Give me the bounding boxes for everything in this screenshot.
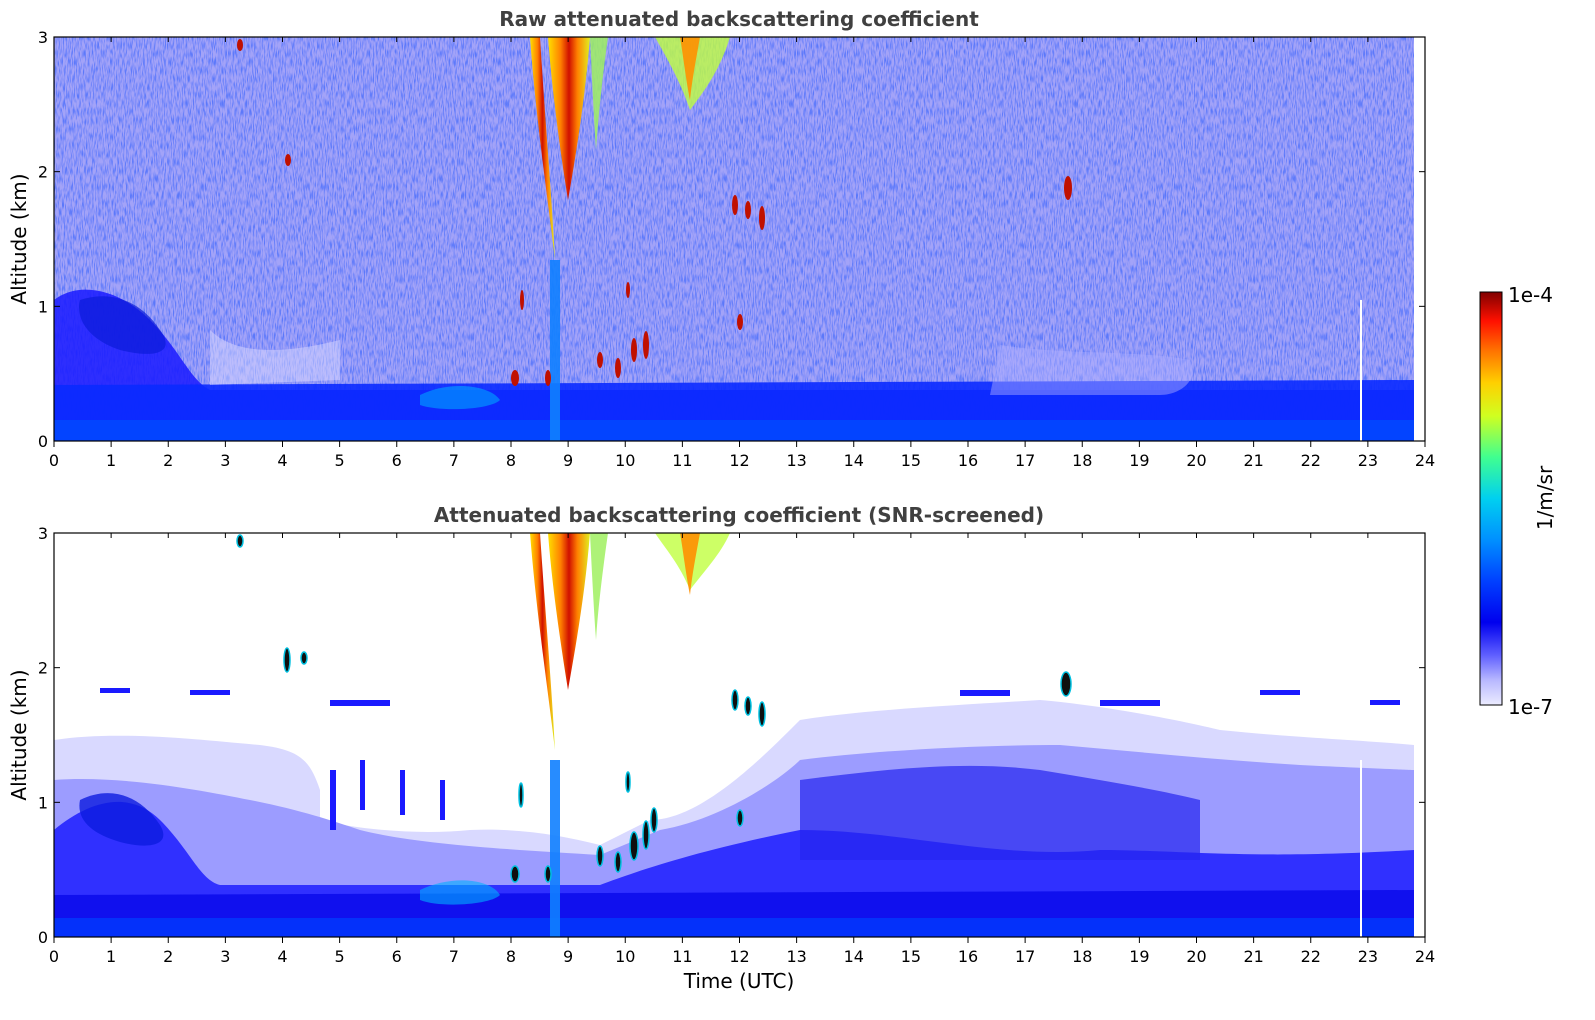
x-tick-label: 24	[1415, 947, 1435, 966]
x-tick-label: 17	[1015, 451, 1035, 470]
x-axis-label: Time (UTC)	[683, 969, 795, 993]
colorbar-unit-label: 1/m/sr	[1533, 465, 1557, 530]
x-tick-label: 16	[958, 451, 978, 470]
colorbar-gradient	[1479, 291, 1503, 706]
x-tick-label: 19	[1129, 947, 1149, 966]
x-tick-label: 6	[392, 451, 402, 470]
y-axis: 0 1 2 3	[38, 28, 1425, 451]
x-tick-label: 4	[277, 947, 287, 966]
x-tick-label: 5	[335, 947, 345, 966]
y-axis: 0 1 2 3	[38, 524, 1425, 947]
y-tick-label: 2	[38, 659, 48, 678]
x-tick-label: 0	[49, 947, 59, 966]
x-tick-label: 21	[1243, 947, 1263, 966]
x-tick-label: 21	[1243, 451, 1263, 470]
x-tick-label: 17	[1015, 947, 1035, 966]
x-tick-label: 20	[1186, 451, 1206, 470]
colorbar-max-label: 1e-4	[1508, 283, 1553, 307]
panel-raw: Raw attenuated backscattering coefficien…	[7, 7, 1435, 470]
x-tick-label: 2	[163, 947, 173, 966]
x-tick-label: 12	[729, 947, 749, 966]
x-tick-label: 24	[1415, 451, 1435, 470]
x-tick-label: 22	[1301, 451, 1321, 470]
x-tick-label: 23	[1358, 451, 1378, 470]
x-tick-label: 19	[1129, 451, 1149, 470]
x-tick-label: 6	[392, 947, 402, 966]
x-tick-label: 1	[106, 451, 116, 470]
x-tick-label: 7	[449, 947, 459, 966]
x-tick-label: 2	[163, 451, 173, 470]
x-tick-label: 11	[672, 947, 692, 966]
panel-title: Attenuated backscattering coefficient (S…	[434, 503, 1044, 527]
colorbar-min-label: 1e-7	[1508, 695, 1553, 719]
x-tick-label: 22	[1301, 947, 1321, 966]
x-tick-label: 0	[49, 451, 59, 470]
x-tick-label: 10	[615, 947, 635, 966]
x-tick-label: 8	[506, 451, 516, 470]
x-tick-label: 16	[958, 947, 978, 966]
panel-screened: Attenuated backscattering coefficient (S…	[7, 503, 1435, 993]
x-tick-label: 9	[563, 451, 573, 470]
x-tick-label: 9	[563, 947, 573, 966]
x-tick-label: 3	[220, 451, 230, 470]
y-tick-label: 0	[38, 432, 48, 451]
x-tick-label: 14	[844, 947, 864, 966]
y-tick-label: 1	[38, 793, 48, 812]
x-tick-label: 15	[901, 451, 921, 470]
x-tick-label: 13	[786, 451, 806, 470]
y-tick-label: 3	[38, 524, 48, 543]
x-axis: 0 1 2 3 4 5 6 7 8 9 10 11 12 13 14 15 16 17 18 19 20 21 22 23 24	[49, 37, 1435, 470]
x-tick-label: 20	[1186, 947, 1206, 966]
heatmap-screened	[54, 533, 1425, 937]
x-tick-label: 3	[220, 947, 230, 966]
heatmap-raw	[54, 37, 1425, 441]
colorbar: 1e-4 1e-7 1/m/sr	[1479, 283, 1557, 719]
panel-title: Raw attenuated backscattering coefficien…	[499, 7, 979, 31]
x-tick-label: 12	[729, 451, 749, 470]
x-tick-label: 13	[786, 947, 806, 966]
x-tick-label: 4	[277, 451, 287, 470]
x-tick-label: 5	[335, 451, 345, 470]
x-tick-label: 10	[615, 451, 635, 470]
y-tick-label: 0	[38, 928, 48, 947]
x-axis: 0 1 2 3 4 5 6 7 8 9 10 11 12 13 14 15 16 17 18 19 20 21 22 23 24	[49, 533, 1435, 966]
x-tick-label: 23	[1358, 947, 1378, 966]
x-tick-label: 15	[901, 947, 921, 966]
x-tick-label: 8	[506, 947, 516, 966]
y-tick-label: 2	[38, 163, 48, 182]
y-axis-label: Altitude (km)	[7, 173, 31, 304]
y-tick-label: 1	[38, 297, 48, 316]
y-tick-label: 3	[38, 28, 48, 47]
x-tick-label: 14	[844, 451, 864, 470]
x-tick-label: 1	[106, 947, 116, 966]
x-tick-label: 18	[1072, 451, 1092, 470]
x-tick-label: 7	[449, 451, 459, 470]
y-axis-label: Altitude (km)	[7, 669, 31, 800]
x-tick-label: 18	[1072, 947, 1092, 966]
x-tick-label: 11	[672, 451, 692, 470]
